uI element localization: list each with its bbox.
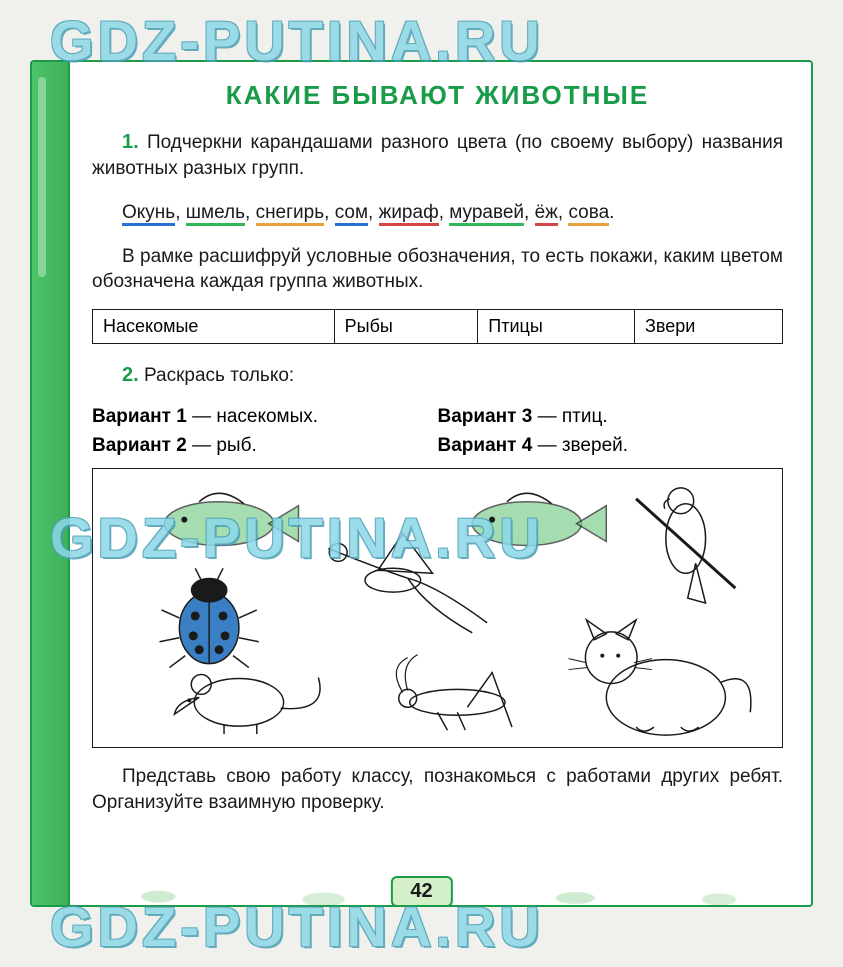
page-frame: Какие бывают животные 1. Подчеркни каран… bbox=[30, 60, 813, 907]
word-сом: сом bbox=[335, 202, 368, 226]
fish-left-icon bbox=[164, 493, 298, 545]
variant-2: Вариант 2 — рыб. bbox=[92, 432, 438, 461]
legend-cell: Птицы bbox=[478, 310, 635, 344]
variant-3: Вариант 3 — птиц. bbox=[438, 403, 784, 432]
task2-prompt: 2. Раскрась только: bbox=[92, 362, 783, 389]
word-Окунь: Окунь bbox=[122, 202, 175, 226]
variants-block: Вариант 1 — насекомых. Вариант 3 — птиц.… bbox=[92, 403, 783, 460]
task1-word-list: Окунь, шмель, снегирь, сом, жираф, мурав… bbox=[92, 196, 783, 230]
task2-prompt-text: Раскрась только: bbox=[144, 365, 294, 386]
word-жираф: жираф bbox=[379, 202, 439, 226]
beetle-icon bbox=[160, 568, 259, 667]
variant-4: Вариант 4 — зверей. bbox=[438, 432, 784, 461]
legend-cell: Звери bbox=[634, 310, 782, 344]
left-green-accent bbox=[32, 62, 70, 905]
grasshopper-icon bbox=[396, 655, 512, 730]
word-сова: сова bbox=[568, 202, 609, 226]
task1-number: 1. bbox=[122, 131, 139, 153]
task2-footer: Представь свою работу классу, познакомьс… bbox=[92, 764, 783, 815]
variant-1: Вариант 1 — насекомых. bbox=[92, 403, 438, 432]
page-content: Какие бывают животные 1. Подчеркни каран… bbox=[92, 80, 783, 865]
legend-table: НасекомыеРыбыПтицыЗвери bbox=[92, 309, 783, 344]
page-number: 42 bbox=[390, 876, 452, 907]
legend-cell: Насекомые bbox=[93, 310, 335, 344]
animal-illustration-box bbox=[92, 468, 783, 748]
parrot-icon bbox=[636, 488, 735, 603]
task1-text: 1. Подчеркни карандашами разного цвета (… bbox=[92, 129, 783, 182]
swallow-icon bbox=[328, 534, 487, 633]
word-снегирь: снегирь bbox=[256, 202, 325, 226]
page-title: Какие бывают животные bbox=[92, 80, 783, 111]
task2-number: 2. bbox=[122, 364, 139, 386]
task1-body: Подчеркни карандашами разного цвета (по … bbox=[92, 132, 783, 179]
word-шмель: шмель bbox=[186, 202, 245, 226]
task1-instruction: В рамке расшифруй условные обозначения, … bbox=[92, 244, 783, 295]
mouse-icon bbox=[174, 675, 320, 735]
legend-cell: Рыбы bbox=[334, 310, 478, 344]
word-ёж: ёж bbox=[535, 202, 558, 226]
word-муравей: муравей bbox=[449, 202, 524, 226]
cat-icon bbox=[569, 620, 751, 735]
goldfish-icon bbox=[472, 493, 606, 545]
